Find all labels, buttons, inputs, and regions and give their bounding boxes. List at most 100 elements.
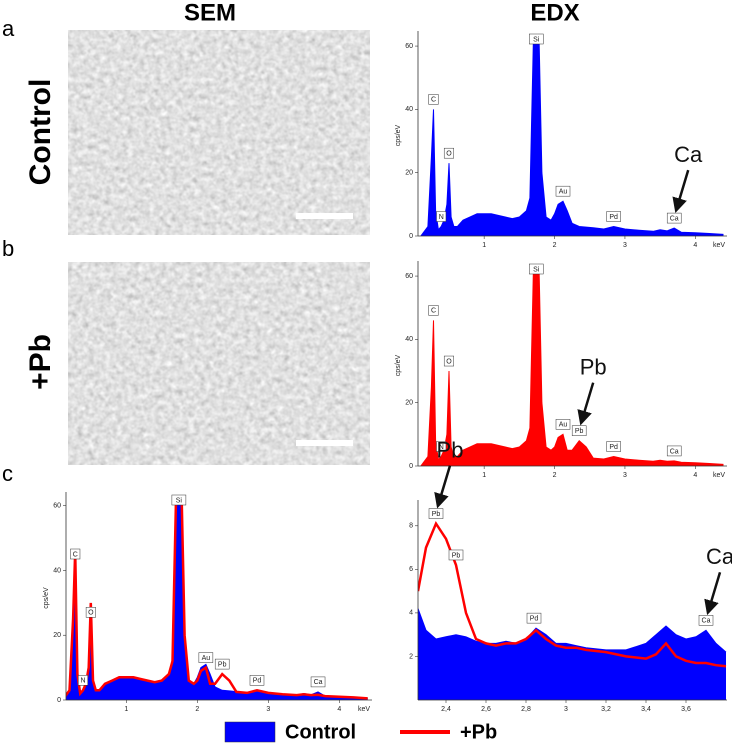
x-tick-label: 1 <box>482 472 486 479</box>
peak-label: Au <box>555 185 571 197</box>
annotation: Ca <box>674 142 703 167</box>
x-tick-label: 4 <box>337 706 341 713</box>
panel-label: b <box>2 236 14 261</box>
peak-label: Si <box>171 494 187 506</box>
peak-text: N <box>439 444 444 451</box>
peak-box <box>78 675 89 686</box>
peak-text: Si <box>533 36 540 43</box>
y-axis-label: cps/eV <box>395 354 402 376</box>
peak-box <box>436 211 447 222</box>
peak-label: Pb <box>448 549 464 561</box>
peak-text: Au <box>559 189 568 196</box>
y-tick-label: 8 <box>409 523 413 530</box>
x-axis-label: keV <box>713 242 725 249</box>
y-tick-label: 0 <box>57 697 61 704</box>
y-axis-label: cps/eV <box>43 587 50 609</box>
area-fill <box>418 608 726 700</box>
area-line <box>420 269 724 466</box>
scale-bar <box>296 440 353 446</box>
peak-label: Pb <box>571 425 587 436</box>
sem-image <box>68 30 370 235</box>
peak-text: O <box>446 151 452 158</box>
panel-label: c <box>2 461 13 486</box>
x-tick-label: 3,4 <box>641 706 651 713</box>
y-tick-label: 2 <box>409 653 413 660</box>
legend-label: Control <box>285 721 356 743</box>
panel-label: a <box>2 16 15 41</box>
x-tick-label: 3,6 <box>681 706 691 713</box>
peak-box <box>529 263 544 275</box>
peak-label: Si <box>529 263 544 275</box>
peak-box <box>428 508 444 519</box>
x-tick-label: 3 <box>623 472 627 479</box>
peak-text: Ca <box>314 679 323 686</box>
peak-label: N <box>436 441 447 452</box>
peak-label: Ca <box>666 445 682 457</box>
peak-box <box>443 355 454 367</box>
peak-box <box>448 549 464 561</box>
peak-box <box>443 147 454 159</box>
peak-text: Pd <box>253 678 262 685</box>
peak-text: N <box>439 214 444 221</box>
peak-text: Ca <box>702 618 711 625</box>
peak-text: Ca <box>670 215 679 222</box>
peak-text: Pd <box>609 444 618 451</box>
y-tick-label: 40 <box>405 106 413 113</box>
peak-label: N <box>78 675 89 686</box>
peak-box <box>70 548 81 560</box>
x-tick-label: 2,4 <box>441 706 451 713</box>
x-tick-label: 2 <box>553 472 557 479</box>
peak-label: Pb <box>428 508 444 519</box>
peak-text: Pd <box>609 214 618 221</box>
x-tick-label: 3 <box>266 706 270 713</box>
peak-text: Pb <box>575 428 584 435</box>
peak-box <box>249 675 265 686</box>
y-tick-label: 20 <box>405 170 413 177</box>
x-tick-label: 2 <box>553 242 557 249</box>
peak-box <box>214 658 230 670</box>
annotation: Pb <box>437 437 464 462</box>
peak-box <box>171 494 187 506</box>
area-line <box>66 498 368 699</box>
annotation: Pb <box>580 354 607 379</box>
x-tick-label: 1 <box>124 706 128 713</box>
y-tick-label: 4 <box>409 610 413 617</box>
x-axis-label: keV <box>358 706 370 713</box>
peak-box <box>555 419 571 430</box>
peak-text: Au <box>559 422 568 429</box>
peak-text: N <box>81 678 86 685</box>
peak-label: Pd <box>606 441 621 452</box>
x-tick-label: 3 <box>564 706 568 713</box>
peak-label: Au <box>198 652 214 663</box>
peak-box <box>529 33 544 45</box>
x-tick-label: 4 <box>693 472 697 479</box>
peak-box <box>606 211 621 222</box>
y-tick-label: 20 <box>405 400 413 407</box>
peak-label: Ca <box>666 212 682 224</box>
peak-label: O <box>443 147 454 159</box>
peak-box <box>198 652 214 663</box>
peak-text: O <box>446 358 452 365</box>
x-tick-label: 4 <box>693 242 697 249</box>
area-fill <box>420 269 724 466</box>
annotation-arrow <box>577 382 595 426</box>
edx-chart: 0 20 40 60 1 2 3 4 cps/eV keV C N O Si Au Pb Pd Ca <box>43 492 372 713</box>
peak-label: N <box>436 211 447 222</box>
annotation: Ca <box>706 544 732 569</box>
peak-text: Si <box>533 266 540 273</box>
peak-box <box>428 94 439 105</box>
peak-box <box>555 185 571 197</box>
legend-swatch <box>224 721 276 743</box>
x-tick-label: 3,2 <box>601 706 611 713</box>
peak-text: Pd <box>530 615 539 622</box>
peak-box <box>666 445 682 457</box>
y-tick-label: 6 <box>409 566 413 573</box>
peak-box <box>571 425 587 436</box>
peak-box <box>526 612 542 624</box>
peak-label: Pb <box>214 658 230 670</box>
x-tick-label: 2,8 <box>521 706 531 713</box>
row-label: Control <box>24 79 57 186</box>
peak-box <box>428 305 439 316</box>
annotation-arrow <box>672 169 690 213</box>
legend: Control +Pb <box>224 721 497 743</box>
